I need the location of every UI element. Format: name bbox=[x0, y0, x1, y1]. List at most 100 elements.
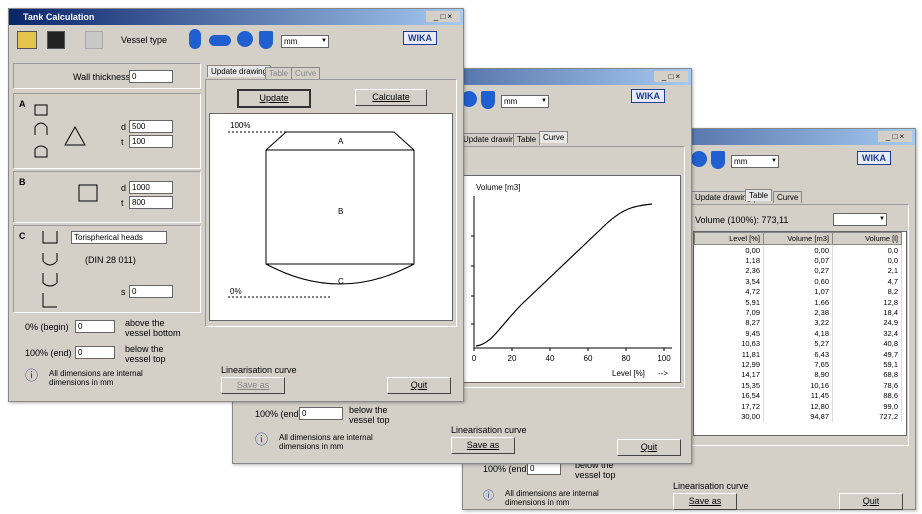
column-header: Level [%] bbox=[694, 232, 764, 245]
unit-select[interactable]: mm bbox=[501, 95, 549, 108]
table-cell: 8,2 bbox=[832, 286, 902, 297]
table-cell: 12,99 bbox=[694, 359, 764, 370]
window-main: Tank Calculation _ □ × Vessel type mm WIK… bbox=[8, 8, 464, 402]
shell-icon bbox=[78, 184, 98, 202]
curve-chart: Volume [m3] 0 20 40 60 80 100 Level [%] --> bbox=[471, 183, 672, 378]
curve bbox=[475, 203, 653, 347]
wall-box bbox=[13, 63, 201, 89]
window-controls[interactable]: _ □ × bbox=[426, 11, 460, 22]
t-input[interactable]: 800 bbox=[129, 196, 173, 209]
window-controls[interactable]: _ □ × bbox=[878, 131, 912, 142]
section-c bbox=[13, 225, 201, 313]
label-a: A bbox=[338, 137, 344, 146]
icon-cylinder-vertical[interactable] bbox=[189, 29, 201, 49]
label-c: C bbox=[338, 277, 344, 286]
table-cell: 11,45 bbox=[763, 390, 833, 401]
table-cell: 1,18 bbox=[694, 255, 764, 266]
table-cell: 17,72 bbox=[694, 400, 764, 412]
window-controls[interactable]: _ □ × bbox=[654, 71, 688, 82]
table-cell: 3,54 bbox=[694, 276, 764, 287]
table-row: 3,54 0,60 4,7 bbox=[694, 276, 902, 287]
table-cell: 32,4 bbox=[832, 328, 902, 339]
quit-button[interactable]: Quit bbox=[839, 493, 903, 510]
icon-sphere[interactable] bbox=[691, 151, 707, 167]
table-row: 8,27 3,22 24,9 bbox=[694, 317, 902, 329]
table-row: 5,91 1,66 12,8 bbox=[694, 296, 902, 308]
section-label: A bbox=[19, 99, 26, 109]
section-b bbox=[13, 171, 201, 223]
head-icons bbox=[34, 104, 86, 158]
table-cell: 1,66 bbox=[763, 296, 833, 308]
save-button[interactable]: Save as bbox=[673, 493, 737, 510]
quit-button[interactable]: Quit bbox=[617, 439, 681, 456]
table-cell: 3,22 bbox=[763, 317, 833, 329]
save-button[interactable]: Save as bbox=[451, 437, 515, 454]
table-cell: 0,0 bbox=[832, 255, 902, 266]
table-cell: 30,00 bbox=[694, 411, 764, 422]
save-button[interactable]: Save as bbox=[221, 377, 285, 394]
end-input[interactable]: 0 bbox=[299, 407, 343, 420]
table-cell: 8,27 bbox=[694, 317, 764, 329]
d-input[interactable]: 500 bbox=[129, 120, 173, 133]
head-select[interactable]: Torispherical heads bbox=[71, 231, 167, 244]
open-icon[interactable] bbox=[17, 31, 37, 49]
d-input[interactable]: 1000 bbox=[129, 181, 173, 194]
icon-sphere[interactable] bbox=[237, 31, 253, 47]
unit-select[interactable]: mm bbox=[281, 35, 329, 48]
table-cell: 0,00 bbox=[763, 244, 833, 256]
section-label: C bbox=[19, 231, 26, 241]
tab[interactable]: Table bbox=[265, 67, 293, 79]
table-cell: 4,7 bbox=[832, 276, 902, 287]
tank-drawing: 100% 0% A B C bbox=[228, 121, 415, 298]
wall-input[interactable]: 0 bbox=[129, 70, 173, 83]
tab[interactable]: Curve bbox=[773, 191, 803, 203]
table-cell: 68,8 bbox=[832, 369, 902, 381]
icon-sphere[interactable] bbox=[461, 91, 477, 107]
icon-cylinder-horizontal[interactable] bbox=[209, 35, 231, 46]
calculate-button[interactable]: Calculate bbox=[355, 89, 427, 106]
column-select[interactable] bbox=[833, 213, 887, 226]
unit-select[interactable]: mm bbox=[731, 155, 779, 168]
tab[interactable]: Table bbox=[745, 189, 773, 201]
table-cell: 16,54 bbox=[694, 390, 764, 401]
icon-cone[interactable] bbox=[481, 91, 495, 109]
label-top: 100% bbox=[230, 121, 250, 130]
end-input[interactable]: 0 bbox=[75, 346, 115, 359]
end-label: 100% (end) bbox=[25, 348, 72, 358]
end-label: 100% (end) bbox=[483, 464, 530, 474]
info-icon: ⓘ bbox=[25, 368, 39, 383]
table-area: Level [%] Volume [m3] Volume [l] 0,00 0,00 0,… bbox=[693, 231, 907, 436]
table-row: 11,81 6,43 49,7 bbox=[694, 348, 902, 360]
tab-panel bbox=[205, 79, 457, 327]
update-button[interactable]: Update bbox=[237, 89, 311, 108]
icon-cone[interactable] bbox=[711, 151, 725, 169]
info-icon: ⓘ bbox=[483, 490, 494, 502]
s-input[interactable]: 0 bbox=[129, 285, 173, 298]
begin-input[interactable]: 0 bbox=[75, 320, 115, 333]
lin-label: Linearisation curve bbox=[673, 481, 749, 491]
table-cell: 9,45 bbox=[694, 328, 764, 339]
s-label: s bbox=[121, 287, 126, 297]
quit-button[interactable]: Quit bbox=[387, 377, 451, 394]
save-icon[interactable] bbox=[47, 31, 65, 49]
logo: WIKA bbox=[857, 151, 891, 165]
end-note: below the vessel top bbox=[575, 460, 616, 480]
tab[interactable]: Table bbox=[513, 133, 541, 145]
table-row: 1,18 0,07 0,0 bbox=[694, 255, 902, 266]
tab[interactable]: Update drawing bbox=[207, 65, 272, 77]
info-icon: ⓘ bbox=[255, 432, 269, 447]
table-cell: 12,8 bbox=[832, 296, 902, 308]
tab[interactable]: Curve bbox=[291, 67, 321, 79]
y-ticks bbox=[471, 235, 474, 325]
tab[interactable]: Curve bbox=[539, 131, 569, 143]
begin-label: 0% (begin) bbox=[25, 322, 69, 332]
x-label: Level [%] bbox=[612, 369, 645, 378]
icon-cone[interactable] bbox=[259, 31, 273, 49]
bottom-icons bbox=[42, 231, 58, 308]
end-label: 100% (end) bbox=[255, 409, 302, 419]
table-row: 15,35 10,16 78,6 bbox=[694, 380, 902, 391]
table-cell: 88,6 bbox=[832, 390, 902, 401]
t-input[interactable]: 100 bbox=[129, 135, 173, 148]
lin-label: Linearisation curve bbox=[221, 365, 297, 375]
table-cell: 99,0 bbox=[832, 400, 902, 412]
